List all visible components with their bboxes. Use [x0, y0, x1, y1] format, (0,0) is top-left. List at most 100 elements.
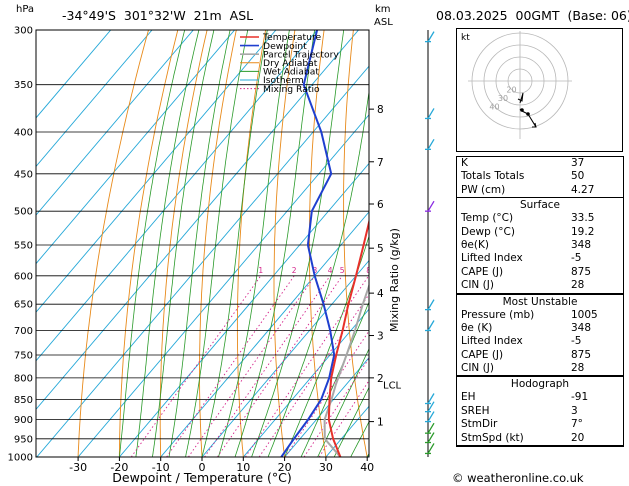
axes: 3003504004505005506006507007508008509009…	[8, 26, 402, 475]
wind-barb-flag	[427, 422, 435, 434]
mixing-ratio-label: 15	[401, 266, 411, 275]
hodograph-arrowhead	[532, 122, 537, 128]
row-key: CAPE (J)	[461, 348, 504, 361]
wind-barb-flag	[427, 108, 435, 119]
km-tick-label: 8	[377, 104, 384, 116]
wind-barb-flag	[427, 393, 435, 404]
row-key: θe(K)	[461, 238, 489, 251]
hodograph-point	[520, 108, 524, 112]
row-key: CAPE (J)	[461, 265, 504, 278]
pressure-tick-label: 650	[14, 300, 33, 311]
row-key: StmDir	[461, 418, 498, 431]
mixing-ratio-line	[245, 275, 369, 457]
series-dewpoint	[280, 30, 336, 457]
mixing-ratio-label: 25	[433, 266, 443, 275]
wind-barb-flag	[427, 432, 435, 443]
hodograph-unit-label: kt	[461, 33, 470, 43]
row-key: Dewp (°C)	[461, 225, 515, 238]
legend-entry: Parcel Trajectory	[263, 49, 339, 60]
wind-barb-flag	[427, 138, 435, 150]
km-tick-label: 2	[377, 373, 384, 385]
row-value: 37	[571, 157, 585, 169]
row-value: 875	[571, 348, 592, 361]
pressure-tick-label: 350	[14, 80, 33, 91]
surface-title: Surface	[519, 199, 560, 212]
surface-section: Surface Temp (°C) 33.5 Dewp (°C) 19.2 θe(K) 3…	[456, 197, 624, 294]
row-value: 7°	[571, 418, 583, 431]
dry-adiabat-line	[118, 30, 179, 457]
row-value: 33.5	[571, 212, 595, 225]
row-value: 20	[571, 431, 585, 444]
dry-adiabat-line	[77, 30, 149, 457]
asl-label: ASL	[374, 17, 393, 28]
row-key: CIN (J)	[461, 279, 494, 292]
table-row: Pressure (mb) 1005	[457, 309, 623, 322]
series-parcel-trajectory	[323, 282, 369, 457]
mixing-ratio-label: 3	[313, 266, 318, 275]
wind-barb-flag	[427, 443, 435, 454]
isotherm-line	[36, 65, 369, 457]
table-row: Totals Totals 50	[457, 170, 623, 183]
km-tick-label: 7	[377, 157, 384, 169]
legend-entry: Isotherm	[263, 75, 304, 86]
pressure-tick-label: 500	[14, 207, 33, 218]
mixing-ratio-label: 2	[292, 266, 297, 275]
pressure-tick-label: 1000	[8, 453, 33, 464]
legend-entry: Mixing Ratio	[263, 84, 320, 95]
hodograph-ring-label: 40	[489, 103, 499, 112]
table-row: StmSpd (kt) 20	[457, 432, 623, 445]
pressure-tick-label: 400	[14, 128, 33, 139]
row-value: 348	[571, 321, 592, 334]
pressure-tick-label: 850	[14, 395, 33, 406]
table-row: Dewp (°C) 19.2	[457, 226, 623, 239]
most-unstable-section: Most Unstable Pressure (mb) 1005 θe (K) 348…	[456, 293, 624, 377]
indices-table: K 37 Totals Totals 50 PW (cm) 4.27 Surface Te…	[456, 156, 624, 448]
wind-barb-flag	[427, 31, 435, 42]
wind-barb-flag	[427, 299, 435, 310]
wet-adiabat-line	[201, 30, 268, 457]
row-key: Lifted Index	[461, 252, 523, 265]
row-key: θe (K)	[461, 321, 493, 334]
mixing-ratio-line	[318, 379, 369, 457]
table-row: K 37	[457, 157, 623, 170]
isotherm-line	[242, 308, 369, 457]
mixing-ratio-line	[204, 275, 331, 457]
x-tick-label: 30	[319, 461, 333, 474]
mixing-ratio-label: 5	[340, 266, 345, 275]
hodograph-stats-title: Hodograph	[510, 378, 570, 391]
mixing-ratio-axis-label: Mixing Ratio (g/kg)	[388, 228, 401, 332]
dry-adiabat-line	[409, 30, 450, 457]
most-unstable-title: Most Unstable	[502, 295, 578, 308]
mixing-ratio-label: 4	[328, 266, 333, 275]
mixing-ratio-line	[303, 357, 369, 457]
wet-adiabat-line	[333, 386, 369, 457]
table-row: Lifted Index -5	[457, 335, 623, 348]
row-value: 28	[571, 362, 585, 375]
mixing-ratio-line	[284, 330, 369, 457]
x-tick-label: -30	[69, 461, 87, 474]
table-row: CAPE (J) 875	[457, 266, 623, 279]
row-key: K	[461, 157, 468, 169]
wet-adiabat-line	[119, 30, 186, 457]
row-value: -5	[571, 252, 582, 265]
row-value: 19.2	[571, 225, 595, 238]
x-tick-label: -20	[110, 461, 128, 474]
copyright: © weatheronline.co.uk	[452, 471, 584, 485]
isotherm-line	[77, 114, 369, 457]
row-key: Temp (°C)	[461, 212, 514, 225]
table-row: θe(K) 348	[457, 239, 623, 252]
mixing-ratio-label: 10	[377, 266, 387, 275]
km-tick-label: 4	[377, 288, 384, 300]
pressure-tick-label: 600	[14, 271, 33, 282]
pressure-tick-label: 900	[14, 415, 33, 426]
pressure-tick-label: 750	[14, 351, 33, 362]
lcl-label: LCL	[383, 380, 402, 391]
isotherm-line	[118, 162, 369, 457]
row-key: StmSpd (kt)	[461, 431, 524, 444]
x-tick-label: 40	[360, 461, 374, 474]
isotherm-line	[36, 30, 236, 265]
mixing-ratio-label: 20	[419, 266, 429, 275]
hodograph-trace-upper	[517, 92, 524, 104]
